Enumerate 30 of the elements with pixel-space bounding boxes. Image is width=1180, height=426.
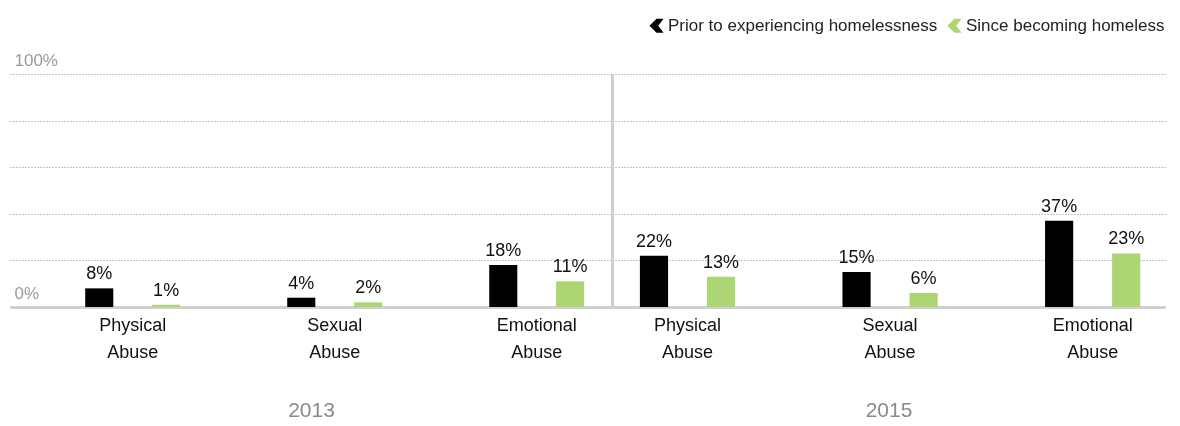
data-label: 6% xyxy=(910,268,937,289)
data-label: 4% xyxy=(288,272,315,293)
x-tick-label: Physical Abuse xyxy=(99,314,167,362)
data-label: 13% xyxy=(703,251,740,272)
bar xyxy=(842,272,871,307)
x-tick-label: Physical Abuse xyxy=(654,314,722,362)
data-label: 1% xyxy=(153,279,180,300)
y-tick-label: 0% xyxy=(14,283,40,303)
data-label: 15% xyxy=(838,247,875,268)
data-label: 2% xyxy=(355,277,382,298)
x-tick-label: Sexual Abuse xyxy=(862,314,918,362)
data-label: 23% xyxy=(1108,228,1145,249)
x-axis-title: 2013 xyxy=(288,397,335,421)
bar xyxy=(639,255,669,307)
data-label: 8% xyxy=(86,263,113,284)
bar xyxy=(909,293,938,307)
y-tick-label: 100% xyxy=(14,50,58,70)
x-tick-label: Emotional Abuse xyxy=(496,314,577,362)
bar xyxy=(1045,220,1074,307)
data-label: 22% xyxy=(635,230,673,251)
data-label: 37% xyxy=(1041,195,1078,216)
legend-label: Since becoming homeless xyxy=(966,15,1165,35)
data-label: 18% xyxy=(485,240,522,261)
x-tick-label: Emotional Abuse xyxy=(1052,314,1133,362)
bar xyxy=(1112,253,1141,307)
data-label: 11% xyxy=(552,256,588,277)
bar xyxy=(706,276,736,307)
legend-label: Prior to experiencing homelessness xyxy=(668,15,938,35)
x-tick-label: Sexual Abuse xyxy=(307,314,363,362)
x-axis-title: 2015 xyxy=(865,397,913,421)
